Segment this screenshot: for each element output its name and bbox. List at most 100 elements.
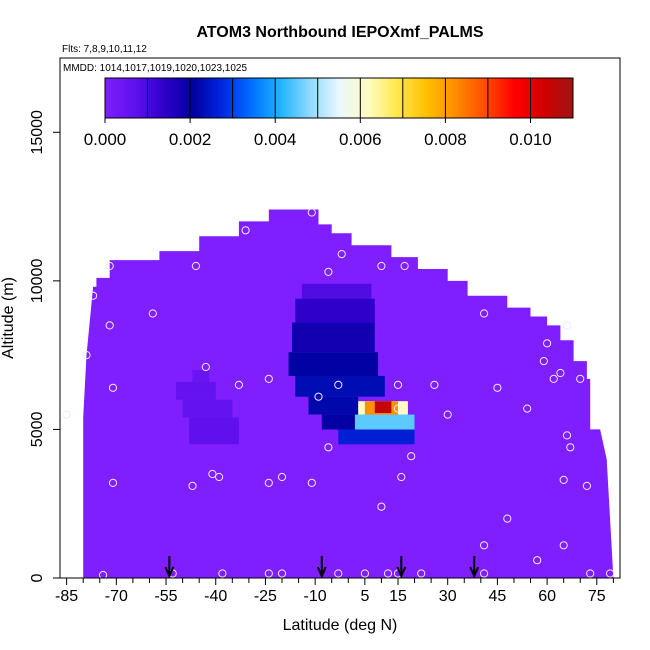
sample-point-28 (397, 472, 406, 482)
heatmap-cell-7 (288, 352, 379, 376)
arrow-head (396, 566, 407, 579)
sample-point-61 (417, 569, 426, 578)
sample-point-24 (324, 443, 333, 452)
sample-point-25 (377, 261, 386, 271)
sample-point-9 (191, 261, 200, 271)
heatmap-cell-10 (321, 414, 359, 430)
sample-point-40 (556, 368, 565, 378)
plot-frame (59, 57, 621, 579)
x-tick-label: -25 (254, 588, 277, 605)
sample-point-34 (493, 383, 502, 392)
x-tick-label: -70 (105, 588, 128, 605)
colorbar-tick-label: 0.008 (424, 130, 467, 149)
sample-point-58 (377, 502, 386, 511)
sample-point-1 (82, 351, 91, 360)
sample-point-11 (208, 469, 217, 479)
heatmap-cell-15 (374, 401, 392, 414)
sample-point-47 (480, 541, 489, 550)
sample-point-10 (201, 362, 210, 372)
sample-point-15 (241, 226, 250, 235)
sample-point-26 (393, 380, 403, 389)
y-axis-title: Altitude (m) (0, 277, 17, 359)
sample-point-21 (337, 250, 346, 259)
heatmap-cell-3 (189, 417, 239, 445)
sample-point-29 (407, 452, 416, 461)
sample-point-2 (89, 291, 98, 300)
sample-point-33 (480, 309, 489, 318)
sample-point-63 (307, 208, 316, 217)
x-tick-label: 60 (538, 588, 556, 605)
sample-point-53 (334, 569, 343, 578)
sample-point-27 (393, 404, 403, 413)
sample-point-3 (105, 261, 114, 271)
x-tick-label: 15 (389, 588, 407, 605)
sample-point-19 (307, 478, 316, 487)
sample-point-35 (503, 514, 512, 523)
sample-point-18 (277, 472, 287, 482)
sample-point-8 (148, 309, 157, 318)
sample-point-54 (277, 569, 287, 578)
x-axis: -85 -70 -55 -40 -25 -10 5 15 30 45 60 75 (55, 578, 614, 605)
heatmap-cell-4 (301, 283, 372, 299)
sample-point-36 (523, 404, 532, 413)
sample-point-59 (383, 569, 393, 578)
sample-point-45 (566, 443, 575, 452)
heatmap-cell-9 (308, 396, 359, 415)
sample-point-56 (218, 569, 227, 578)
sample-point-43 (582, 481, 592, 490)
arrow-head (316, 566, 327, 579)
x-tick-label: -55 (154, 588, 177, 605)
colorbar-tick-label: 0.002 (169, 130, 212, 149)
x-tick-label: 45 (489, 588, 507, 605)
sample-point-13 (215, 472, 224, 482)
y-axis: 0 5000 10000 15000 (29, 110, 60, 582)
sample-point-0 (62, 410, 71, 419)
sample-point-20 (324, 267, 333, 276)
heatmap-cell-12 (354, 414, 415, 430)
y-tick-label: 0 (29, 573, 46, 582)
arrow-marker-0 (164, 556, 175, 579)
x-axis-title: Latitude (deg N) (283, 617, 398, 634)
sample-point-30 (400, 261, 409, 271)
sample-point-12 (188, 481, 197, 490)
sample-point-7 (99, 570, 108, 580)
sample-point-42 (576, 374, 585, 383)
sample-point-16 (264, 374, 273, 383)
sample-point-17 (264, 478, 273, 487)
heatmap-cell-2 (182, 399, 233, 418)
heatmap-cell-1 (176, 381, 216, 400)
colorbar-tick-label: 0.006 (339, 130, 382, 149)
sample-point-32 (443, 410, 452, 419)
colorbar-tick-label: 0.010 (509, 130, 552, 149)
x-tick-label: 75 (588, 588, 606, 605)
sample-point-31 (430, 380, 439, 389)
sample-point-22 (334, 380, 343, 389)
x-tick-label: -40 (204, 588, 227, 605)
arrow-markers (164, 556, 480, 579)
heatmap-cell-11 (338, 429, 415, 445)
arrow-head (469, 566, 480, 579)
y-tick-label: 5000 (29, 412, 46, 448)
arrow-marker-2 (396, 556, 407, 579)
sample-point-48 (480, 569, 489, 578)
heatmap-cell-6 (292, 322, 375, 353)
x-tick-label: -85 (55, 588, 78, 605)
x-tick-label: -10 (304, 588, 327, 605)
sample-point-62 (360, 569, 369, 578)
sample-point-4 (105, 321, 114, 330)
sample-point-49 (533, 556, 542, 565)
sample-point-46 (562, 431, 572, 440)
colorbar-bar (104, 77, 574, 119)
sample-point-39 (549, 374, 558, 383)
chart-title: ATOM3 Northbound IEPOXmf_PALMS (196, 24, 483, 41)
dates-note: MMDD: 1014,1017,1019,1020,1023,1025 (63, 63, 247, 74)
flights-note: Flts: 7,8,9,10,11,12 (62, 44, 147, 55)
sample-point-14 (234, 380, 243, 389)
heatmap-layer (83, 209, 614, 578)
sample-point-55 (264, 569, 273, 578)
heatmap-cell-0 (192, 370, 210, 382)
sample-point-6 (108, 478, 118, 487)
sample-point-51 (586, 569, 595, 578)
